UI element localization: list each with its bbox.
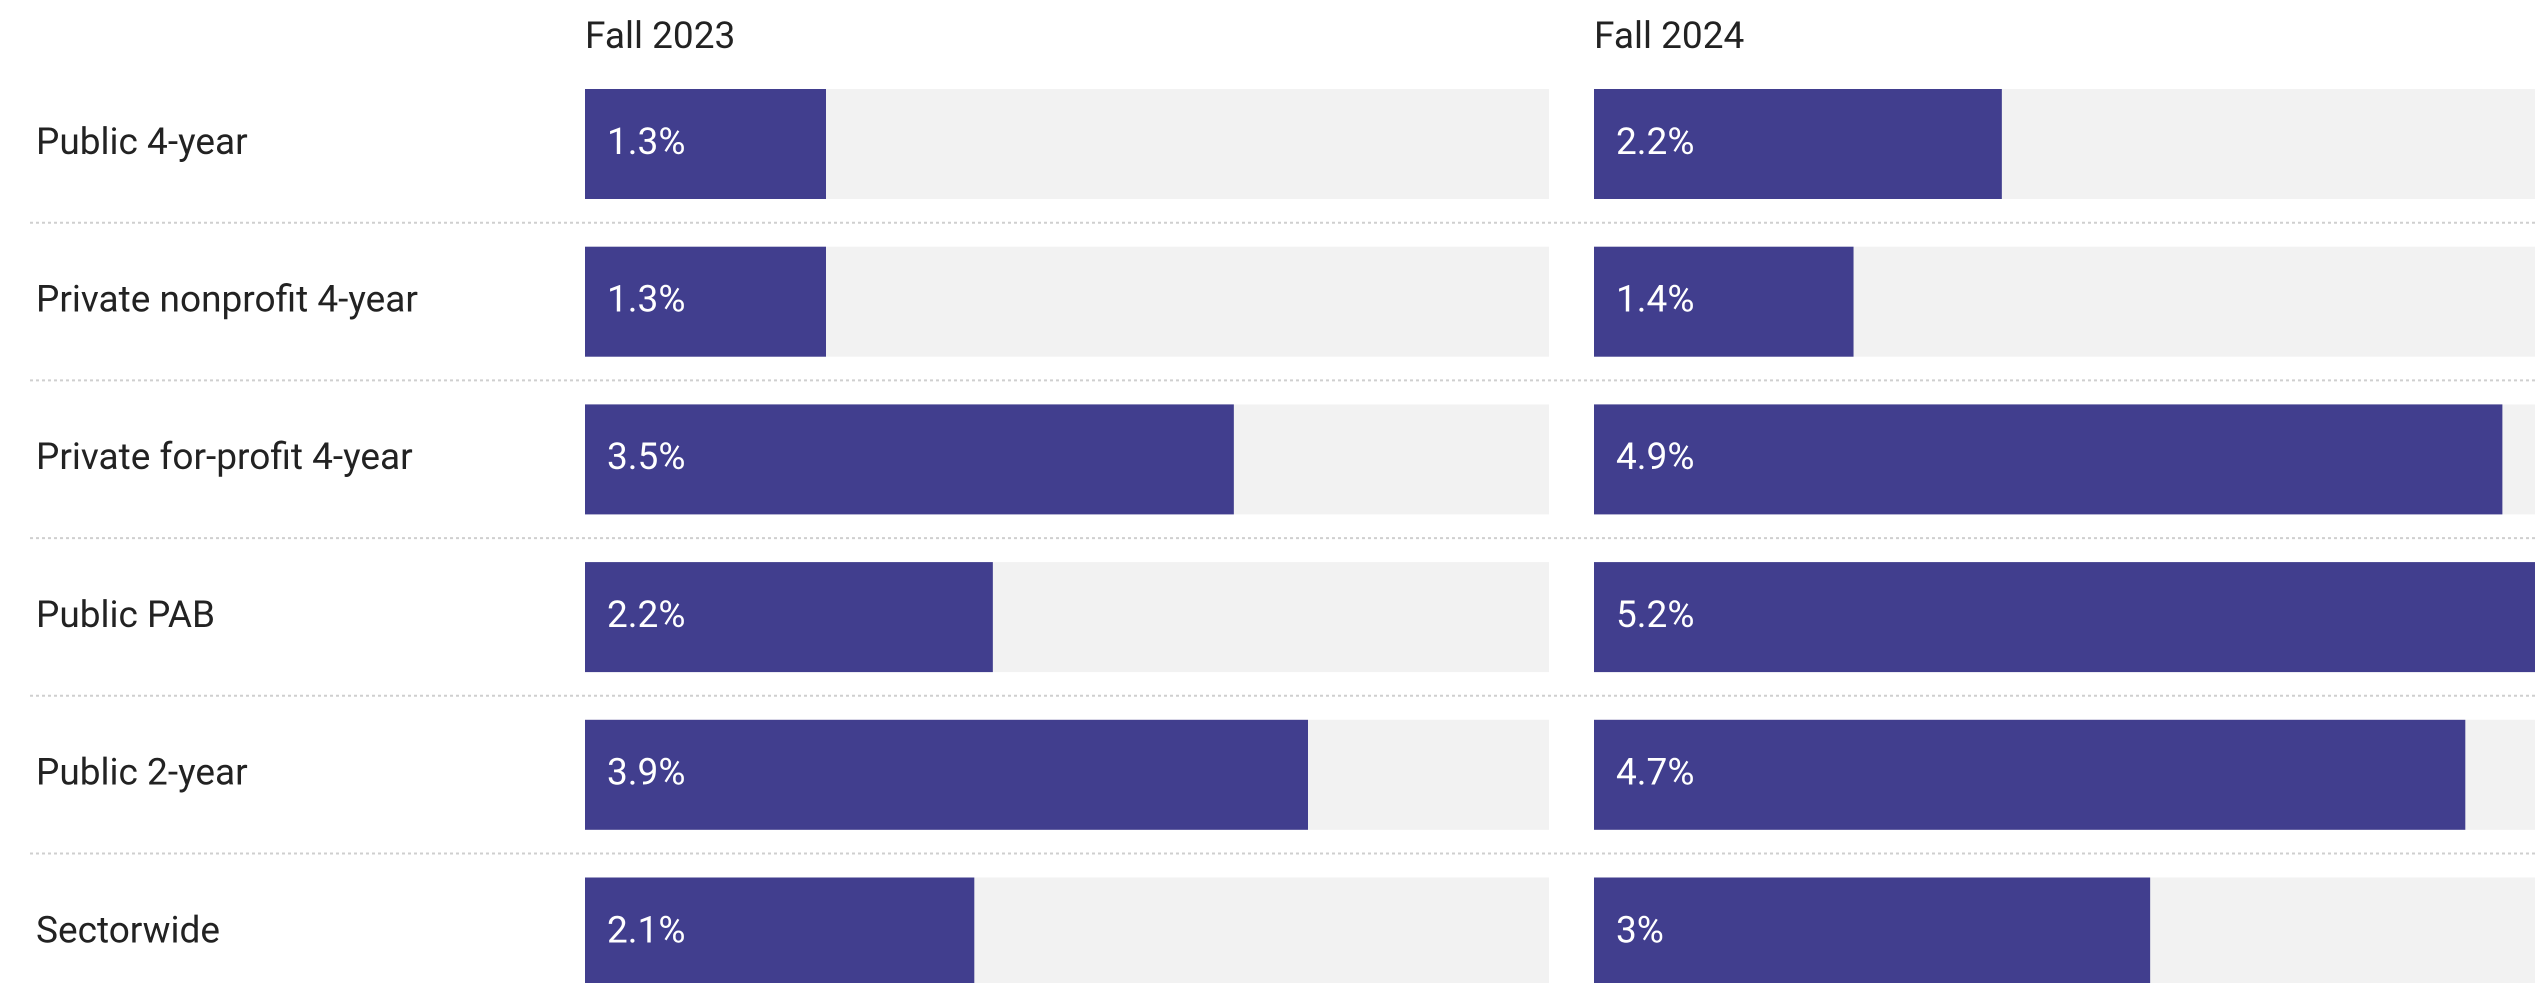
- category-label: Public PAB: [36, 594, 215, 637]
- category-label: Private for-profit 4-year: [36, 436, 413, 479]
- bar: [1594, 877, 2151, 983]
- value-label: 2.1%: [607, 909, 685, 952]
- bar: [585, 877, 975, 983]
- value-label: 3.5%: [607, 436, 685, 479]
- value-label: 4.7%: [1616, 752, 1694, 795]
- bar: [1594, 562, 2535, 673]
- category-label: Sectorwide: [36, 909, 220, 952]
- category-label: Private nonprofit 4-year: [36, 278, 418, 321]
- bar: [1594, 89, 2002, 199]
- bar: [1594, 719, 2466, 830]
- value-label: 1.3%: [607, 121, 685, 164]
- value-label: 2.2%: [607, 594, 685, 637]
- value-label: 5.2%: [1616, 594, 1694, 637]
- bar: [585, 562, 993, 673]
- bar: [585, 246, 826, 357]
- bar: [585, 404, 1234, 515]
- category-label: Public 4-year: [36, 121, 248, 164]
- panel-title: Fall 2024: [1594, 15, 1744, 58]
- value-label: 2.2%: [1616, 121, 1694, 164]
- value-label: 1.4%: [1616, 278, 1694, 321]
- bar: [585, 719, 1308, 830]
- value-label: 3%: [1616, 909, 1664, 952]
- bar: [585, 89, 826, 199]
- value-label: 4.9%: [1616, 436, 1694, 479]
- bar: [1594, 246, 1854, 357]
- value-label: 3.9%: [607, 752, 685, 795]
- category-label: Public 2-year: [36, 752, 248, 795]
- panel-title: Fall 2023: [585, 15, 735, 58]
- bar: [1594, 404, 2503, 515]
- value-label: 1.3%: [607, 278, 685, 321]
